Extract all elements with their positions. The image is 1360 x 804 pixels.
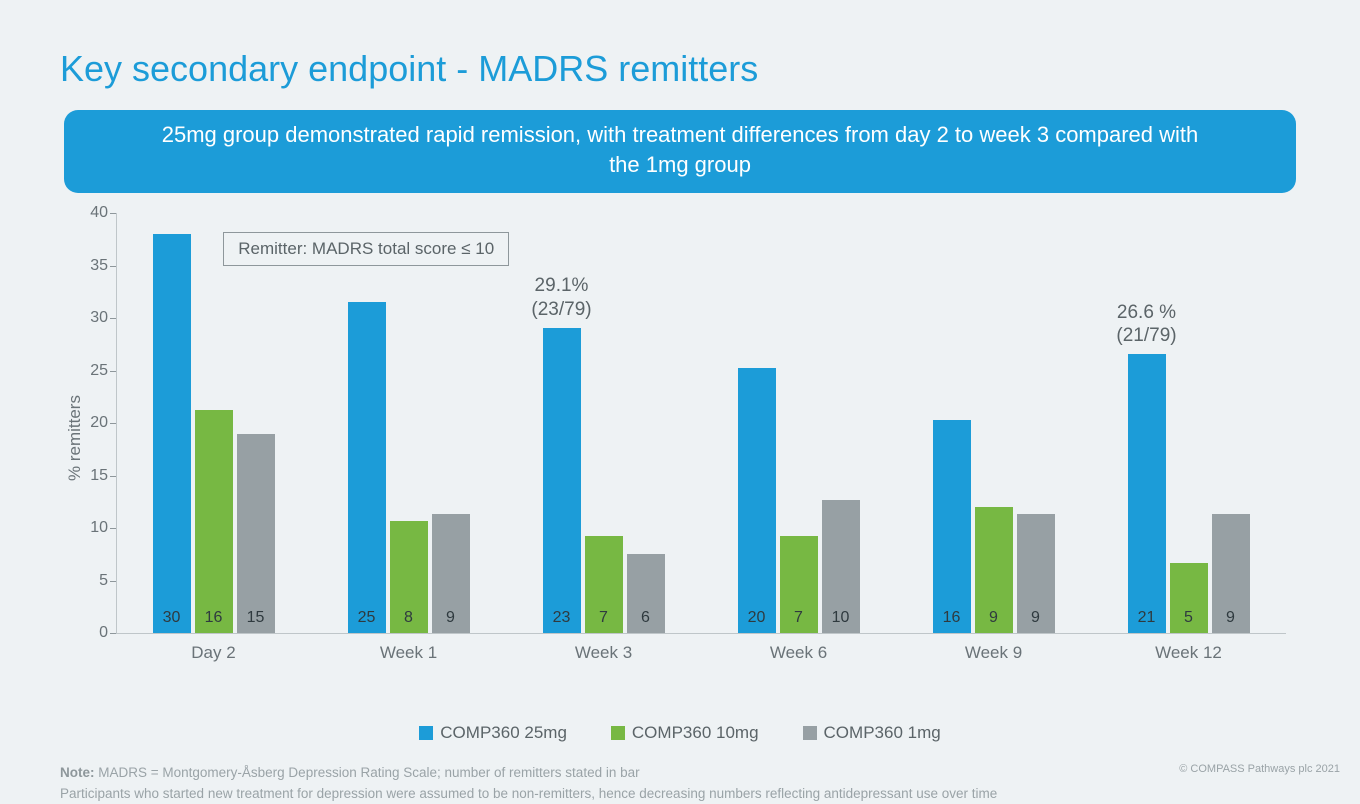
bar-count-label: 10 <box>822 609 860 627</box>
copyright: © COMPASS Pathways plc 2021 <box>1179 763 1340 775</box>
chart-plot-area: 0510152025303540 301615Day 22589Week 123… <box>116 213 1286 633</box>
y-tick-label: 20 <box>90 414 108 432</box>
category-label: Week 3 <box>506 643 701 663</box>
legend-item: COMP360 25mg <box>419 723 567 743</box>
bar: 6 <box>627 554 665 634</box>
bar-group: 1699Week 9 <box>896 213 1091 633</box>
bar-count-label: 9 <box>975 609 1013 627</box>
bar-count-label: 5 <box>1170 609 1208 627</box>
y-tick-label: 40 <box>90 204 108 222</box>
bar: 21 <box>1128 354 1166 633</box>
bar-cluster: 2589 <box>348 302 470 634</box>
bar-count-label: 15 <box>237 609 275 627</box>
bar-count-label: 9 <box>1017 609 1055 627</box>
legend-label: COMP360 10mg <box>632 723 759 743</box>
bar-annotation: 26.6 %(21/79) <box>1116 301 1176 349</box>
y-tick-label: 10 <box>90 519 108 537</box>
bar-count-label: 6 <box>627 609 665 627</box>
y-tick-label: 25 <box>90 362 108 380</box>
bar-count-label: 9 <box>432 609 470 627</box>
bar: 7 <box>780 536 818 634</box>
y-tick-label: 0 <box>99 624 108 642</box>
legend-swatch <box>611 726 625 740</box>
category-label: Week 9 <box>896 643 1091 663</box>
category-label: Week 12 <box>1091 643 1286 663</box>
bar: 25 <box>348 302 386 634</box>
bar: 23 <box>543 328 581 634</box>
y-tick-label: 15 <box>90 467 108 485</box>
bar-count-label: 30 <box>153 609 191 627</box>
bar-count-label: 23 <box>543 609 581 627</box>
remitters-chart: % remitters 0510152025303540 301615Day 2… <box>62 203 1292 673</box>
legend-swatch <box>419 726 433 740</box>
bar-count-label: 20 <box>738 609 776 627</box>
bar: 9 <box>432 514 470 634</box>
x-axis-line <box>116 633 1286 634</box>
bar-group: 2159Week 12 <box>1091 213 1286 633</box>
slide-title: Key secondary endpoint - MADRS remitters <box>60 48 1300 90</box>
y-axis-line <box>116 213 117 633</box>
bar-count-label: 16 <box>933 609 971 627</box>
bar-count-label: 8 <box>390 609 428 627</box>
bar-group: 20710Week 6 <box>701 213 896 633</box>
bar-cluster: 301615 <box>153 234 275 633</box>
bar: 15 <box>237 434 275 634</box>
summary-banner: 25mg group demonstrated rapid remission,… <box>64 110 1296 193</box>
bar: 16 <box>195 410 233 634</box>
y-axis-title: % remitters <box>65 395 85 481</box>
legend-item: COMP360 1mg <box>803 723 941 743</box>
bar-count-label: 7 <box>585 609 623 627</box>
bar: 16 <box>933 420 971 633</box>
category-label: Week 1 <box>311 643 506 663</box>
y-tick-label: 5 <box>99 572 108 590</box>
bar-cluster: 1699 <box>933 420 1055 633</box>
footnote-line-1: MADRS = Montgomery-Åsberg Depression Rat… <box>95 765 640 780</box>
remitter-definition-box: Remitter: MADRS total score ≤ 10 <box>223 232 509 266</box>
bar-cluster: 2159 <box>1128 354 1250 633</box>
bar-group: 301615Day 2 <box>116 213 311 633</box>
bar-count-label: 21 <box>1128 609 1166 627</box>
bar: 7 <box>585 536 623 634</box>
bar: 8 <box>390 521 428 633</box>
bar-count-label: 7 <box>780 609 818 627</box>
bar: 30 <box>153 234 191 633</box>
category-label: Week 6 <box>701 643 896 663</box>
legend-label: COMP360 1mg <box>824 723 941 743</box>
footnote: Note: MADRS = Montgomery-Åsberg Depressi… <box>60 763 1300 804</box>
bar-cluster: 20710 <box>738 368 860 634</box>
slide: Key secondary endpoint - MADRS remitters… <box>0 0 1360 795</box>
bar: 5 <box>1170 563 1208 633</box>
bar: 9 <box>1212 514 1250 634</box>
bar: 9 <box>1017 514 1055 634</box>
category-label: Day 2 <box>116 643 311 663</box>
bar-count-label: 16 <box>195 609 233 627</box>
bar-count-label: 9 <box>1212 609 1250 627</box>
legend-label: COMP360 25mg <box>440 723 567 743</box>
footnote-line-2: Participants who started new treatment f… <box>60 786 997 801</box>
y-tick-label: 35 <box>90 257 108 275</box>
chart-legend: COMP360 25mg COMP360 10mg COMP360 1mg <box>60 723 1300 745</box>
bar-count-label: 25 <box>348 609 386 627</box>
bar-annotation: 29.1%(23/79) <box>531 274 591 322</box>
bar-cluster: 2376 <box>543 328 665 634</box>
legend-item: COMP360 10mg <box>611 723 759 743</box>
bar-group: 2589Week 1 <box>311 213 506 633</box>
bar: 10 <box>822 500 860 633</box>
footnote-label: Note: <box>60 765 95 780</box>
chart-bar-groups: 301615Day 22589Week 12376Week 320710Week… <box>116 213 1286 633</box>
bar: 9 <box>975 507 1013 633</box>
bar: 20 <box>738 368 776 634</box>
y-tick-label: 30 <box>90 309 108 327</box>
legend-swatch <box>803 726 817 740</box>
